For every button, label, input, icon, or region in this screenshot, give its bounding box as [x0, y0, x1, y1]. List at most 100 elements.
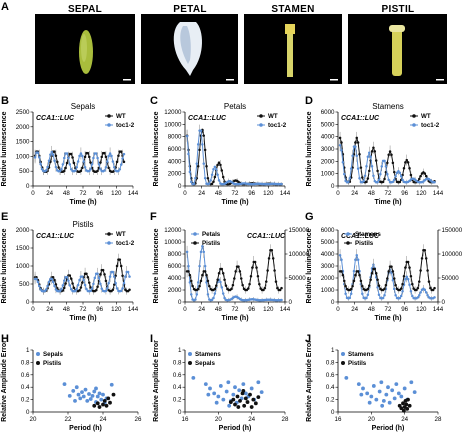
- data-point: [74, 289, 77, 293]
- data-point: [99, 161, 102, 164]
- data-point: [405, 158, 408, 162]
- y-tick-label: 8000: [168, 134, 182, 141]
- y-tick-label: 1000: [16, 153, 30, 160]
- legend-label: toc1-2: [116, 122, 135, 129]
- data-point: [349, 287, 353, 291]
- panel-label-g: G: [305, 211, 314, 223]
- scatter-point-pistils: [108, 400, 112, 405]
- data-point: [114, 281, 117, 285]
- scatter-point-pistils: [401, 408, 406, 413]
- data-point: [35, 277, 38, 281]
- data-point: [374, 159, 378, 162]
- y-tick-label: 2500: [16, 109, 30, 116]
- legend-marker: [188, 352, 192, 356]
- data-point: [393, 277, 396, 280]
- y2-tick-label: 100000: [442, 251, 463, 258]
- scale-bar-1: [123, 79, 131, 81]
- data-point: [280, 298, 283, 302]
- data-point: [363, 174, 367, 178]
- data-point: [64, 282, 67, 285]
- data-point: [216, 278, 219, 281]
- scatter-point-sepals: [78, 396, 83, 401]
- x-tick-label: 72: [385, 190, 392, 197]
- data-point: [368, 284, 371, 287]
- y-tick-label: 0: [26, 183, 30, 190]
- data-point: [108, 275, 112, 278]
- data-point: [198, 148, 201, 152]
- data-point: [354, 258, 357, 261]
- legend-label: Stamens: [348, 351, 374, 358]
- x-tick-label: 48: [63, 190, 70, 197]
- y-tick-label: 1000: [321, 171, 335, 178]
- data-point: [213, 175, 217, 179]
- data-point: [411, 294, 414, 298]
- scatter-point-pistils: [92, 403, 97, 408]
- x-tick-label: 24: [248, 416, 255, 423]
- data-point: [126, 270, 130, 274]
- data-point: [348, 296, 352, 300]
- panel-label-e: E: [1, 211, 8, 223]
- data-point: [51, 275, 55, 279]
- data-point: [119, 289, 123, 293]
- x-tick-label: 96: [96, 190, 103, 197]
- data-point: [240, 277, 243, 280]
- data-point: [191, 284, 194, 288]
- x-tick-label: 120: [263, 190, 274, 197]
- y-tick-label: 1: [331, 347, 335, 354]
- x-tick-label: 0: [183, 190, 187, 197]
- panel-label-d: D: [305, 95, 313, 107]
- data-point: [93, 276, 97, 280]
- data-point: [96, 169, 99, 173]
- scatter-point-stamens: [233, 385, 237, 390]
- x-tick-label: 72: [232, 306, 239, 313]
- data-point: [115, 160, 119, 164]
- scatter-point-stamens: [224, 389, 229, 394]
- y-axis-label: Relative luminescence: [153, 228, 160, 303]
- data-point: [54, 154, 58, 157]
- panel-label-j: J: [305, 333, 311, 345]
- data-point: [393, 287, 396, 291]
- data-point: [47, 159, 51, 163]
- data-point: [122, 160, 126, 164]
- x-tick-label: 24: [100, 416, 107, 423]
- data-point: [230, 287, 233, 291]
- legend-label: toc1-2: [421, 122, 440, 129]
- data-point: [212, 296, 215, 300]
- data-point: [51, 153, 55, 156]
- x-tick-label: 72: [80, 190, 87, 197]
- data-point: [38, 156, 41, 159]
- data-point: [401, 282, 404, 286]
- data-point: [201, 143, 204, 146]
- legend-marker: [412, 114, 416, 118]
- legend-marker: [193, 232, 197, 236]
- data-point: [187, 270, 190, 273]
- data-point: [406, 260, 410, 264]
- scatter-point-stamens: [356, 382, 361, 386]
- data-point: [258, 282, 261, 286]
- scatter-point-sepals: [85, 398, 90, 403]
- y-tick-label: 6000: [321, 109, 335, 116]
- data-point: [343, 172, 346, 176]
- data-point: [61, 284, 65, 287]
- panel-label-c: C: [150, 95, 158, 107]
- y-tick-label: 0.2: [21, 397, 30, 404]
- data-point: [124, 275, 127, 278]
- data-point: [187, 152, 190, 156]
- y2-tick-label: 150000: [289, 227, 310, 234]
- data-point: [237, 265, 240, 268]
- data-point: [69, 277, 73, 280]
- data-point: [47, 280, 51, 284]
- data-point: [420, 257, 424, 260]
- scatter-point-stamens: [399, 394, 404, 399]
- y-axis-label: Relative luminescence: [1, 228, 8, 303]
- data-point: [398, 180, 402, 184]
- chart-panel-h: H 20 22 24 26 0 0.2 0.4 0.6 0.8 1 Period (h) Relativ…: [1, 333, 142, 432]
- scatter-point-stamens: [384, 392, 389, 397]
- data-point: [423, 288, 427, 292]
- data-point: [83, 166, 87, 169]
- data-point: [50, 150, 53, 154]
- scatter-point-stamens: [259, 390, 264, 395]
- data-point: [219, 280, 222, 284]
- y-tick-label: 0: [26, 299, 30, 306]
- data-point: [210, 298, 214, 302]
